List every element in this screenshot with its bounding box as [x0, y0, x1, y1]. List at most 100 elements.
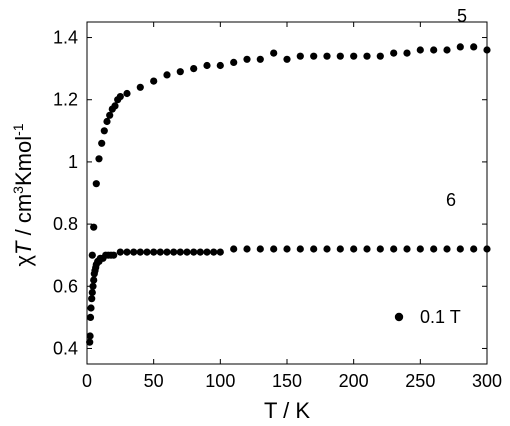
data-point-series-6	[86, 313, 95, 321]
x-tick-label: 100	[205, 371, 235, 391]
data-point-series-6	[443, 245, 451, 253]
data-point-series-5	[403, 49, 411, 57]
data-point-series-6	[203, 248, 211, 256]
data-point-series-5	[90, 223, 98, 231]
y-tick-label: 1	[68, 152, 78, 172]
data-point-series-6	[170, 248, 178, 256]
data-point-series-6	[116, 248, 124, 256]
data-point-series-5	[416, 46, 424, 54]
data-points-layer	[86, 43, 491, 346]
data-point-series-6	[123, 248, 131, 256]
data-point-series-6	[196, 248, 204, 256]
data-point-series-6	[243, 245, 251, 253]
data-point-series-6	[430, 245, 438, 253]
x-tick-label: 300	[472, 371, 502, 391]
data-point-series-5	[323, 52, 331, 60]
data-point-series-6	[150, 248, 158, 256]
data-point-series-5	[336, 52, 344, 60]
data-point-series-5	[203, 61, 211, 70]
y-axis-title-t: T	[11, 240, 36, 255]
data-point-series-6	[163, 248, 171, 256]
data-point-series-5	[111, 102, 119, 110]
series-label-6: 6	[446, 190, 456, 210]
data-point-series-6	[183, 248, 191, 256]
data-point-series-6	[456, 245, 464, 253]
legend-marker	[394, 312, 404, 322]
data-point-series-5	[176, 68, 184, 76]
data-point-series-6	[90, 276, 98, 284]
x-tick-label: 50	[144, 371, 164, 391]
data-point-series-5	[103, 117, 111, 126]
data-point-series-6	[256, 245, 264, 253]
data-point-series-5	[430, 46, 438, 54]
data-point-series-5	[376, 52, 384, 60]
data-point-series-5	[350, 52, 358, 60]
data-point-series-6	[87, 304, 95, 312]
data-point-series-6	[176, 248, 184, 256]
data-point-series-6	[323, 245, 331, 253]
y-axis-title-supm1: -1	[10, 123, 26, 136]
y-tick-label: 0.4	[53, 338, 78, 358]
data-point-series-6	[470, 245, 478, 253]
data-point-series-5	[390, 49, 398, 57]
data-point-series-6	[230, 245, 238, 253]
data-point-series-5	[230, 58, 238, 66]
data-point-series-5	[216, 61, 224, 70]
data-point-series-6	[136, 248, 144, 256]
data-point-series-5	[363, 52, 371, 60]
data-point-series-6	[403, 245, 411, 253]
data-point-series-5	[150, 77, 158, 85]
data-point-series-5	[190, 65, 198, 73]
data-point-series-6	[88, 295, 96, 303]
x-tick-label: 150	[272, 371, 302, 391]
data-point-series-5	[95, 155, 103, 163]
data-point-series-6	[216, 248, 224, 256]
series-label-5: 5	[457, 6, 467, 26]
data-point-series-5	[92, 180, 100, 188]
data-point-series-6	[89, 282, 97, 290]
data-point-series-6	[336, 245, 344, 253]
data-point-series-6	[86, 338, 94, 346]
data-point-series-5	[270, 49, 278, 57]
data-point-series-6	[283, 245, 291, 253]
data-point-series-6	[110, 251, 118, 259]
data-point-series-6	[190, 248, 198, 256]
data-point-series-6	[210, 248, 218, 256]
data-point-series-6	[390, 245, 398, 253]
data-point-series-6	[296, 245, 304, 253]
data-point-series-6	[143, 248, 151, 256]
data-point-series-5	[123, 89, 131, 98]
data-point-series-5	[443, 46, 451, 54]
data-point-series-5	[116, 93, 124, 101]
data-point-series-6	[270, 245, 278, 253]
x-axis-title: T / K	[264, 398, 310, 423]
y-axis-ticks: 0.4 0.6 0.8 1 1.2 1.4	[53, 28, 487, 358]
data-point-series-6	[416, 245, 424, 253]
data-point-series-5	[98, 139, 106, 147]
y-axis-title: χT / cm3Kmol-1	[10, 123, 36, 266]
data-point-series-5	[106, 111, 114, 119]
data-point-series-5	[100, 127, 108, 135]
x-tick-label: 250	[405, 371, 435, 391]
data-point-series-5	[483, 46, 491, 54]
data-point-series-5	[456, 43, 464, 51]
y-axis-title-sup3: 3	[10, 186, 26, 194]
y-axis-title-unit: / cm	[11, 194, 36, 242]
data-point-series-6	[363, 245, 371, 253]
y-tick-label: 0.6	[53, 276, 78, 296]
data-point-series-6	[130, 248, 138, 256]
legend-label: 0.1 T	[420, 307, 461, 327]
data-point-series-5	[243, 55, 251, 63]
data-point-series-5	[163, 71, 171, 79]
data-point-series-5	[283, 55, 291, 63]
data-point-series-6	[310, 245, 318, 253]
x-tick-label: 0	[82, 371, 92, 391]
y-tick-label: 0.8	[53, 214, 78, 234]
data-point-series-6	[156, 248, 164, 256]
data-point-series-6	[86, 332, 94, 340]
data-point-series-5	[256, 55, 264, 63]
data-point-series-6	[88, 288, 96, 297]
data-point-series-6	[88, 251, 96, 259]
